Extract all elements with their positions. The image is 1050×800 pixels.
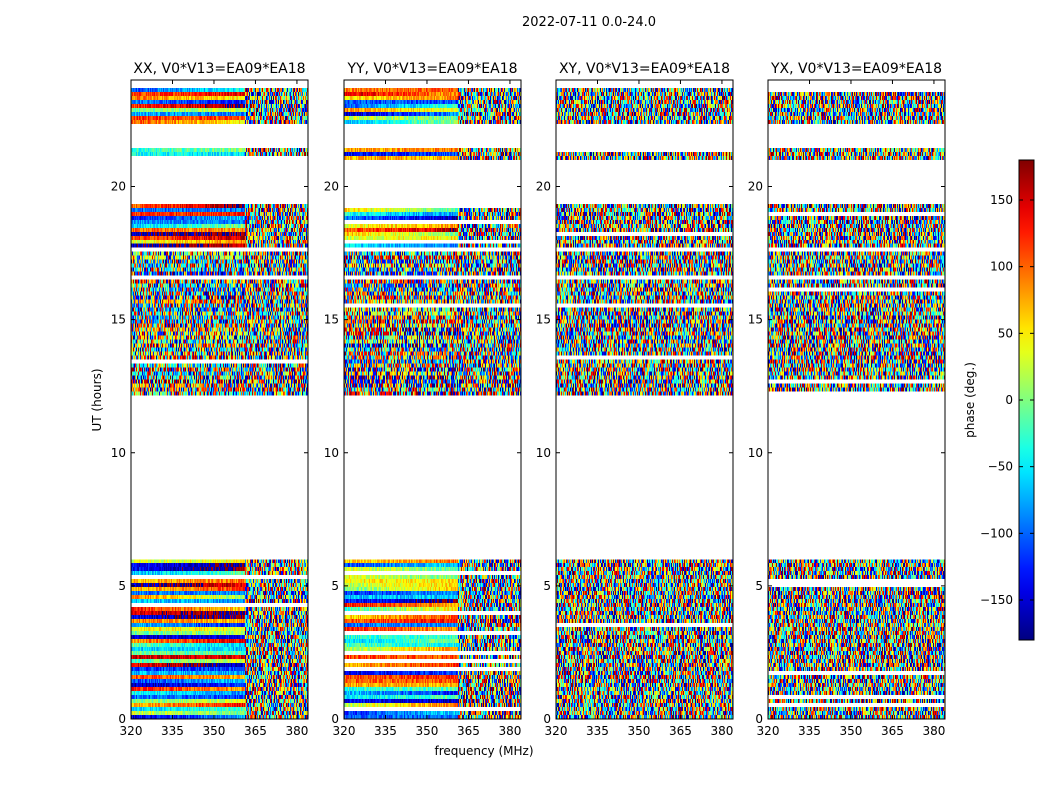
y-tick-label: 20 [324,180,339,194]
x-tick-label: 380 [710,724,733,738]
colorbar-tick-label: 100 [990,260,1013,274]
x-tick-label: 350 [840,724,863,738]
x-tick-label: 320 [545,724,568,738]
y-tick-label: 0 [118,712,126,726]
x-tick-label: 350 [416,724,439,738]
x-tick-label: 380 [922,724,945,738]
colorbar-tick-label: 50 [998,326,1013,340]
panel-title: XY, V0*V13=EA09*EA18 [559,61,730,77]
x-tick-label: 365 [244,724,267,738]
x-tick-label: 365 [669,724,692,738]
figure-suptitle: 2022-07-11 0.0-24.0 [522,15,656,30]
x-tick-label: 335 [586,724,609,738]
panel-title: YY, V0*V13=EA09*EA18 [346,61,517,77]
x-tick-label: 335 [161,724,184,738]
y-tick-label: 20 [536,180,551,194]
y-tick-label: 5 [118,579,126,593]
y-tick-label: 15 [748,313,763,327]
y-tick-label: 0 [331,712,339,726]
colorbar-label: phase (deg.) [963,362,977,438]
x-tick-label: 380 [285,724,308,738]
y-tick-label: 15 [111,313,126,327]
y-tick-label: 20 [748,180,763,194]
panel-title: XX, V0*V13=EA09*EA18 [133,61,305,77]
panel-frame [555,79,734,720]
panel-xy: XY, V0*V13=EA09*EA18 320 335 350 365 380 0 5 10 1… [536,61,734,738]
panel-yx: YX, V0*V13=EA09*EA18 320 335 350 365 380 0 5 10 1… [748,61,946,738]
panel-frame [767,79,946,720]
colorbar-tick-label: 150 [990,193,1013,207]
y-tick-label: 20 [111,180,126,194]
y-tick-label: 10 [536,446,551,460]
x-tick-label: 350 [203,724,226,738]
panel-title: YX, V0*V13=EA09*EA18 [770,61,942,77]
phase-heatmap-yy [344,80,521,719]
panel-frame [130,79,309,720]
x-tick-label: 350 [628,724,651,738]
y-tick-label: 10 [111,446,126,460]
x-tick-label: 335 [374,724,397,738]
x-tick-label: 320 [757,724,780,738]
y-tick-label: 10 [748,446,763,460]
panel-yy: YY, V0*V13=EA09*EA18 320 335 350 365 380 0 5 10 1… [324,61,522,738]
colorbar-tick-label: −50 [988,460,1013,474]
panel-xx: XX, V0*V13=EA09*EA18 320 335 350 365 380 0 5 10 1… [111,61,309,738]
colorbar-tick-label: −100 [980,526,1013,540]
y-tick-label: 0 [543,712,551,726]
y-tick-label: 0 [755,712,763,726]
y-tick-label: 5 [755,579,763,593]
x-tick-label: 320 [120,724,143,738]
x-tick-label: 365 [457,724,480,738]
y-tick-label: 15 [536,313,551,327]
colorbar-tick-label: −150 [980,593,1013,607]
colorbar-tick-label: 0 [1005,393,1013,407]
y-tick-label: 15 [324,313,339,327]
y-tick-label: 10 [324,446,339,460]
phase-heatmap-xy [556,80,733,719]
phase-heatmap-xx [131,80,308,719]
phase-heatmap-yx [768,80,945,719]
panel-frame [343,79,522,720]
x-tick-label: 335 [798,724,821,738]
panels-group: XX, V0*V13=EA09*EA18 320 335 350 365 380 0 5 10 1… [111,61,946,738]
y-tick-label: 5 [543,579,551,593]
y-tick-label: 5 [331,579,339,593]
colorbar: 150 100 50 0 −50 −100 −150 [980,159,1035,641]
x-tick-label: 320 [333,724,356,738]
x-axis-label: frequency (MHz) [434,744,533,758]
x-tick-label: 365 [881,724,904,738]
x-tick-label: 380 [498,724,521,738]
y-axis-label: UT (hours) [90,368,104,431]
